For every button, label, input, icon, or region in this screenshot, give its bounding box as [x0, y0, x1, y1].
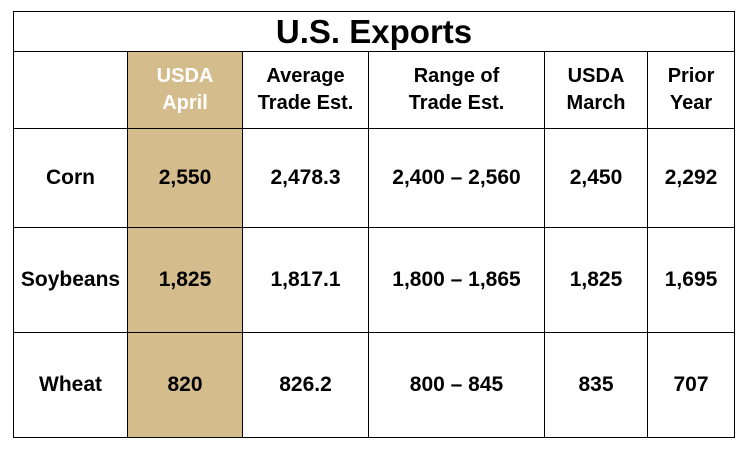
usda-march-value: 2,450 [544, 128, 648, 228]
header-average-line2: Trade Est. [257, 92, 354, 114]
header-usda-march-line1: USDA [567, 65, 625, 87]
avg-trade-est-value: 2,478.3 [242, 128, 369, 228]
range-trade-est-value: 800 – 845 [368, 332, 545, 438]
exports-table: U.S. Exports USDA April Average Trade Es… [12, 11, 736, 438]
header-usda-march: USDA March [544, 51, 648, 129]
header-prior-year: Prior Year [646, 51, 736, 129]
table-row: Soybeans 1,825 1,817.1 1,800 – 1,865 1,8… [13, 227, 736, 333]
prior-year-value: 1,695 [646, 227, 736, 333]
range-trade-est-value: 2,400 – 2,560 [368, 128, 545, 228]
table-title: U.S. Exports [12, 11, 736, 52]
prior-year-value: 707 [646, 332, 736, 438]
title-row: U.S. Exports [12, 11, 736, 52]
header-range-trade-est: Range of Trade Est. [368, 51, 545, 129]
header-prior-year-line1: Prior [667, 65, 715, 87]
header-range-line2: Trade Est. [408, 92, 505, 114]
header-average-line1: Average [266, 65, 345, 87]
avg-trade-est-value: 1,817.1 [242, 227, 369, 333]
usda-april-value: 1,825 [127, 227, 243, 333]
avg-trade-est-value: 826.2 [242, 332, 369, 438]
commodity-label: Corn [13, 128, 128, 228]
header-prior-year-line2: Year [669, 92, 713, 114]
commodity-label: Soybeans [13, 227, 128, 333]
header-usda-april-line2: April [162, 92, 208, 114]
range-trade-est-value: 1,800 – 1,865 [368, 227, 545, 333]
header-usda-april-line1: USDA [156, 65, 214, 87]
header-usda-march-line2: March [566, 92, 626, 114]
usda-april-value: 820 [127, 332, 243, 438]
header-usda-april: USDA April [127, 51, 243, 129]
header-row: USDA April Average Trade Est. Range of T… [13, 51, 736, 129]
usda-march-value: 1,825 [544, 227, 648, 333]
prior-year-value: 2,292 [646, 128, 736, 228]
usda-march-value: 835 [544, 332, 648, 438]
header-average-trade-est: Average Trade Est. [242, 51, 369, 129]
table-row: Wheat 820 826.2 800 – 845 835 707 [13, 332, 736, 438]
table-row: Corn 2,550 2,478.3 2,400 – 2,560 2,450 2… [13, 128, 736, 228]
header-range-line1: Range of [413, 65, 500, 87]
header-empty [13, 51, 128, 129]
commodity-label: Wheat [13, 332, 128, 438]
usda-april-value: 2,550 [127, 128, 243, 228]
